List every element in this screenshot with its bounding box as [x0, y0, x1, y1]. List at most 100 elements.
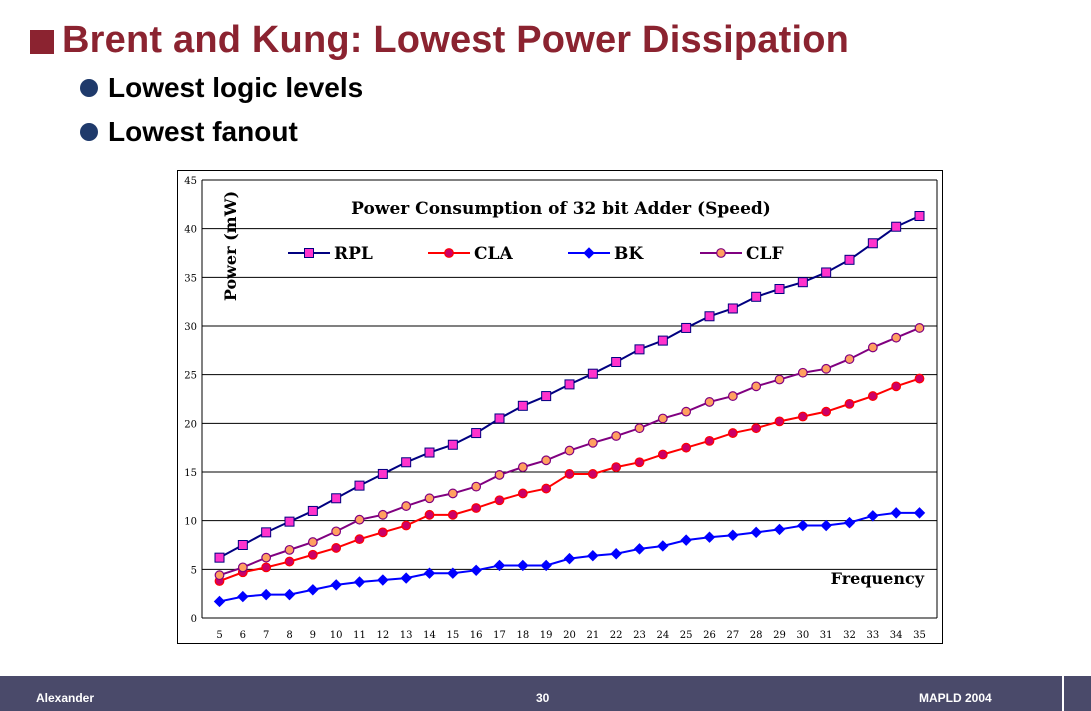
data-point	[704, 435, 715, 446]
legend-item-cla: CLA	[428, 244, 513, 264]
data-point	[797, 367, 808, 378]
square-bullet-icon	[30, 30, 54, 54]
data-point	[681, 322, 692, 333]
data-point	[563, 552, 576, 565]
data-point	[913, 507, 926, 519]
x-tick-label: 9	[310, 630, 316, 641]
data-point	[914, 373, 925, 384]
legend-label: CLF	[746, 244, 784, 264]
data-point	[401, 457, 412, 468]
legend-label: BK	[614, 244, 644, 264]
y-tick-label: 20	[184, 419, 197, 430]
series-line-cla	[219, 377, 920, 582]
data-point	[891, 332, 902, 343]
data-point	[727, 303, 738, 314]
slide-title-row: Brent and Kung: Lowest Power Dissipation	[30, 14, 849, 66]
data-point	[774, 416, 785, 427]
legend-item-clf: CLF	[700, 244, 784, 264]
data-point	[611, 462, 622, 473]
data-point	[331, 543, 342, 553]
legend-marker	[716, 248, 726, 258]
y-tick-label: 10	[184, 517, 197, 528]
bullet-list: Lowest logic levels Lowest fanout	[80, 66, 363, 154]
data-point	[331, 526, 342, 537]
x-tick-label: 21	[586, 630, 599, 641]
series-layer	[213, 211, 926, 608]
round-bullet-icon	[80, 79, 98, 97]
footer-event: MAPLD 2004	[919, 691, 992, 705]
data-point	[283, 588, 296, 601]
data-point	[891, 381, 902, 392]
x-tick-label: 22	[610, 630, 623, 641]
data-point	[564, 469, 575, 479]
bullet-text: Lowest logic levels	[108, 72, 364, 103]
data-point	[634, 423, 645, 434]
data-point	[681, 442, 692, 453]
footer-author: Alexander	[36, 691, 95, 705]
data-point	[703, 531, 716, 543]
y-tick-label: 5	[191, 565, 197, 576]
data-point	[471, 428, 482, 439]
round-bullet-icon	[80, 123, 98, 141]
data-point	[914, 211, 925, 222]
data-point	[214, 552, 225, 563]
data-point	[354, 534, 365, 545]
data-point	[751, 423, 762, 434]
data-point	[751, 381, 762, 392]
x-tick-label: 28	[750, 630, 763, 641]
data-point	[517, 488, 528, 499]
x-tick-label: 15	[446, 630, 459, 641]
x-tick-label: 6	[240, 630, 246, 641]
data-point	[797, 411, 808, 422]
data-point	[797, 277, 808, 288]
data-point	[424, 447, 435, 458]
data-point	[237, 540, 248, 550]
data-point	[284, 544, 295, 555]
x-tick-label: 27	[726, 630, 739, 641]
data-point	[261, 552, 272, 563]
x-tick-label: 34	[890, 630, 903, 641]
data-point	[423, 567, 436, 579]
x-tick-label: 16	[470, 630, 483, 641]
data-point	[704, 397, 715, 407]
legend-label: RPL	[334, 244, 373, 264]
x-tick-label: 29	[773, 630, 786, 641]
bullet-item: Lowest fanout	[80, 110, 363, 154]
y-tick-label: 15	[184, 468, 197, 479]
data-point	[261, 527, 272, 538]
y-tick-label: 45	[184, 176, 197, 187]
x-tick-label: 7	[263, 630, 269, 641]
y-tick-label: 40	[184, 225, 197, 236]
data-point	[307, 505, 318, 516]
data-point	[587, 368, 598, 379]
data-point	[447, 567, 459, 579]
legend-marker	[304, 248, 314, 258]
x-tick-label: 11	[353, 630, 366, 641]
data-point	[540, 559, 552, 572]
data-point	[867, 342, 878, 353]
data-point	[564, 379, 575, 390]
data-point	[680, 534, 692, 546]
data-point	[284, 556, 295, 567]
data-point	[307, 584, 319, 596]
data-point	[843, 516, 856, 529]
x-tick-label: 30	[796, 630, 809, 641]
bullet-text: Lowest fanout	[108, 116, 298, 147]
legend-item-rpl: RPL	[288, 244, 373, 264]
chart-title: Power Consumption of 32 bit Adder (Speed…	[351, 199, 771, 219]
data-point	[260, 588, 272, 601]
data-point	[470, 564, 482, 577]
series-cla	[214, 373, 925, 586]
data-point	[494, 495, 505, 506]
data-point	[773, 523, 786, 536]
data-point	[611, 357, 622, 368]
data-point	[774, 284, 785, 295]
x-tick-label: 24	[656, 630, 669, 641]
data-point	[821, 406, 832, 417]
series-rpl	[214, 211, 925, 563]
axis-layer: 0 5 10 15 20 25 30 35 40 45 5 6 7 8 9 10 11 12 13 14 15 16 17 1…	[184, 176, 938, 641]
y-axis-label: Power (mW)	[221, 191, 240, 301]
data-point	[493, 559, 506, 572]
data-point	[377, 574, 389, 586]
data-point	[820, 519, 832, 532]
